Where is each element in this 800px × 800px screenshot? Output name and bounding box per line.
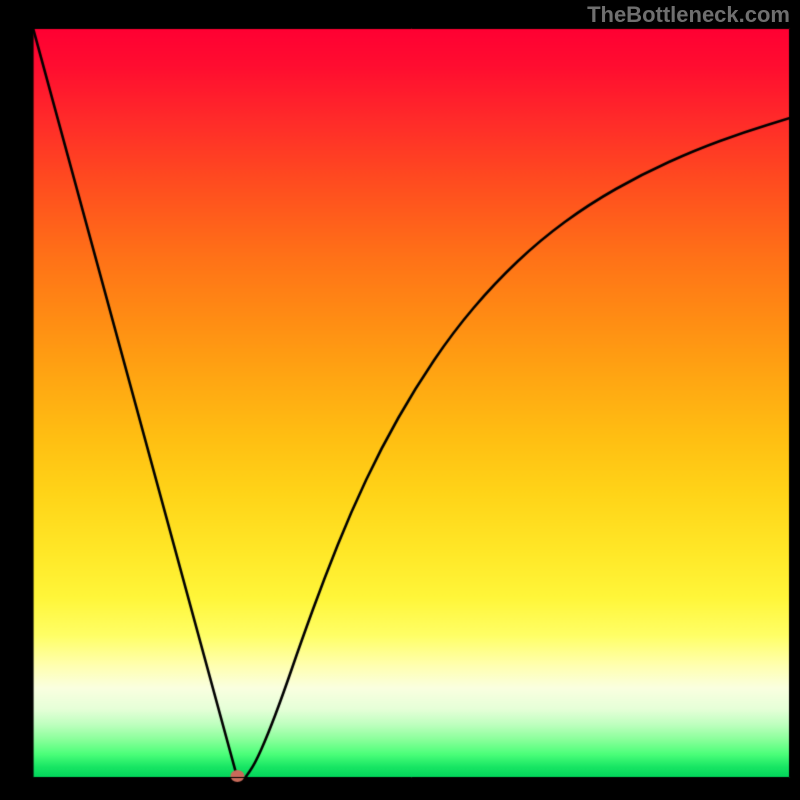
chart-stage: TheBottleneck.com (0, 0, 800, 800)
bottleneck-curve-canvas (0, 0, 800, 800)
